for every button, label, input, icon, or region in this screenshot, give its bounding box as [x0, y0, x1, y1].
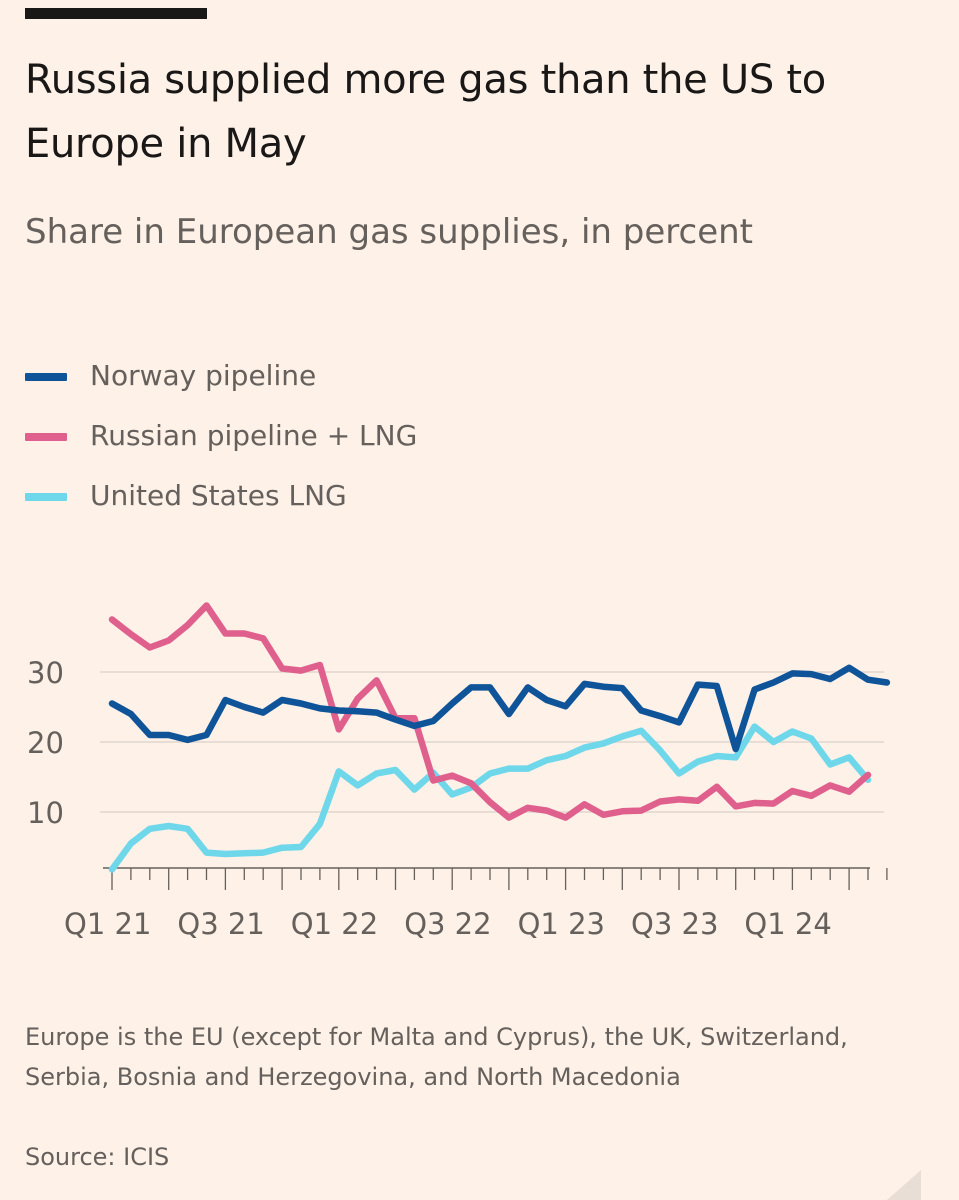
y-tick-label: 30	[27, 656, 64, 690]
chart-source: Source: ICIS	[25, 1143, 170, 1171]
y-tick-label: 20	[27, 726, 64, 760]
legend-label-norway: Norway pipeline	[90, 359, 317, 392]
chart-footnote: Europe is the EU (except for Malta and C…	[25, 1023, 848, 1091]
x-tick-label: Q1 24	[744, 907, 831, 941]
legend-label-us: United States LNG	[90, 479, 347, 512]
series-line-norway	[108, 664, 891, 753]
top-accent-bar	[25, 8, 207, 19]
x-tick-label: Q3 21	[177, 907, 264, 941]
x-tick-label: Q1 21	[64, 907, 151, 941]
chart-subtitle: Share in European gas supplies, in perce…	[25, 212, 754, 252]
x-tick-label: Q3 23	[631, 907, 718, 941]
legend-swatch-norway	[25, 373, 67, 381]
x-tick-label: Q3 22	[404, 907, 491, 941]
x-tick-label: Q1 22	[291, 907, 378, 941]
y-tick-label: 10	[27, 796, 64, 830]
page-corner-fold	[887, 1170, 921, 1200]
x-tick-label: Q1 23	[518, 907, 605, 941]
chart-title: Russia supplied more gas than the US to …	[25, 57, 826, 167]
series-line-russia	[108, 602, 872, 821]
legend-swatch-us	[25, 493, 67, 501]
line-chart: 10 20 30 Q1 21 Q3 21 Q1 22 Q3 22 Q1 23 Q3 23 Q1 2…	[27, 602, 891, 941]
legend-label-russia: Russian pipeline + LNG	[90, 419, 418, 452]
series-line-us	[108, 723, 872, 873]
legend-swatch-russia	[25, 433, 67, 441]
